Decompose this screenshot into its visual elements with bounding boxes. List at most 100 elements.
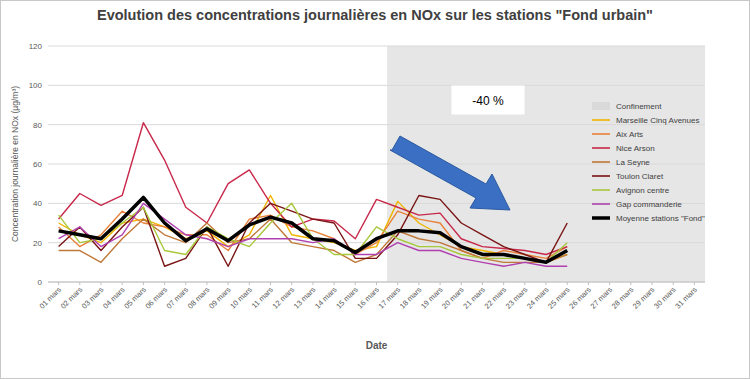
x-tick-label: 01 mars (37, 285, 63, 311)
x-tick (291, 282, 292, 285)
x-tick-label: 05 mars (122, 285, 148, 311)
grid-line (48, 85, 705, 86)
x-tick-label: 18 mars (398, 285, 424, 311)
legend-label: Avignon centre (616, 186, 670, 195)
x-tick (397, 282, 398, 285)
legend-swatch (592, 147, 610, 149)
legend-swatch (592, 133, 610, 135)
y-tick-label: 20 (33, 239, 42, 248)
x-tick (503, 282, 504, 285)
y-tick-label: 0 (38, 278, 43, 287)
x-tick (546, 282, 547, 285)
y-tick-label: 40 (33, 199, 42, 208)
legend-label: Confinement (616, 102, 662, 111)
x-tick-label: 03 mars (80, 285, 106, 311)
x-tick-label: 19 mars (419, 285, 445, 311)
legend-label: Toulon Claret (616, 172, 664, 181)
x-tick-label: 06 mars (143, 285, 169, 311)
annotation-box (452, 86, 524, 114)
x-tick-label: 02 mars (59, 285, 85, 311)
x-tick-label: 30 mars (652, 285, 678, 311)
legend-swatch (592, 216, 610, 220)
x-axis-title: Date (366, 340, 388, 351)
chart-title: Evolution des concentrations journalière… (97, 7, 653, 23)
legend-label: Aix Arts (616, 130, 643, 139)
x-tick (334, 282, 335, 285)
series-line (59, 123, 568, 255)
series-line (59, 203, 568, 266)
y-tick-label: 100 (29, 81, 43, 90)
x-tick (122, 282, 123, 285)
x-tick (228, 282, 229, 285)
x-tick-label: 10 mars (228, 285, 254, 311)
y-tick-label: 120 (29, 42, 43, 51)
annotation-arrow (390, 136, 510, 210)
x-tick (185, 282, 186, 285)
series-line (59, 211, 568, 258)
x-tick (588, 282, 589, 285)
x-tick (79, 282, 80, 285)
x-tick (609, 282, 610, 285)
x-tick (100, 282, 101, 285)
legend: Confinement Marseille Cinq Avenues Aix Art… (592, 102, 705, 223)
x-tick (694, 282, 695, 285)
grid-line (48, 124, 705, 125)
legend-swatch (592, 189, 610, 191)
grid-line (48, 164, 705, 165)
x-tick (418, 282, 419, 285)
x-tick-label: 17 mars (377, 285, 403, 311)
legend-swatch (592, 161, 610, 163)
legend-swatch (592, 203, 610, 205)
chart: 0 20 40 60 80 100 120 01 mars02 mars03 mars04 m… (0, 0, 750, 379)
x-tick-label: 22 mars (483, 285, 509, 311)
x-tick-label: 09 mars (207, 285, 233, 311)
x-tick (206, 282, 207, 285)
x-tick-label: 28 mars (610, 285, 636, 311)
legend-swatch (592, 175, 610, 177)
x-tick-label: 21 mars (461, 285, 487, 311)
x-tick (270, 282, 271, 285)
x-tick (312, 282, 313, 285)
x-tick-label: 26 mars (567, 285, 593, 311)
y-axis-title: Concentration journalière en NOx (µg/m³) (10, 86, 20, 242)
legend-label: Gap commanderie (616, 200, 682, 209)
legend-label: Nice Arson (616, 144, 655, 153)
x-tick-label: 23 mars (504, 285, 530, 311)
x-tick (524, 282, 525, 285)
x-tick (355, 282, 356, 285)
x-tick-label: 08 mars (186, 285, 212, 311)
x-tick (461, 282, 462, 285)
x-tick-label: 15 mars (334, 285, 360, 311)
x-tick-label: 07 mars (165, 285, 191, 311)
x-tick (376, 282, 377, 285)
x-tick (249, 282, 250, 285)
x-tick (630, 282, 631, 285)
x-tick-label: 11 mars (250, 285, 275, 310)
x-tick-label: 24 mars (525, 285, 551, 311)
x-tick (482, 282, 483, 285)
x-tick-label: 20 mars (440, 285, 466, 311)
legend-label: La Seyne (616, 158, 650, 167)
y-tick-label: 80 (33, 121, 42, 130)
y-tick-label: 60 (33, 160, 42, 169)
annotation-text: -40 % (472, 94, 504, 108)
x-tick (164, 282, 165, 285)
plot-area (59, 123, 568, 267)
x-tick (440, 282, 441, 285)
x-tick-label: 12 mars (271, 285, 297, 311)
legend-swatch (592, 102, 610, 110)
x-tick (143, 282, 144, 285)
legend-label: Moyenne stations "Fond" (616, 214, 705, 223)
legend-label: Marseille Cinq Avenues (616, 116, 699, 125)
x-tick-label: 13 mars (292, 285, 318, 311)
grid-line (48, 46, 705, 47)
x-tick-label: 04 mars (101, 285, 127, 311)
x-tick-label: 25 mars (546, 285, 572, 311)
x-tick-label: 29 mars (631, 285, 657, 311)
x-tick (652, 282, 653, 285)
x-tick-label: 27 mars (589, 285, 615, 311)
x-tick-label: 16 mars (355, 285, 381, 311)
x-tick-label: 14 mars (313, 285, 339, 311)
x-tick-label: 31 mars (673, 285, 699, 311)
x-tick (567, 282, 568, 285)
